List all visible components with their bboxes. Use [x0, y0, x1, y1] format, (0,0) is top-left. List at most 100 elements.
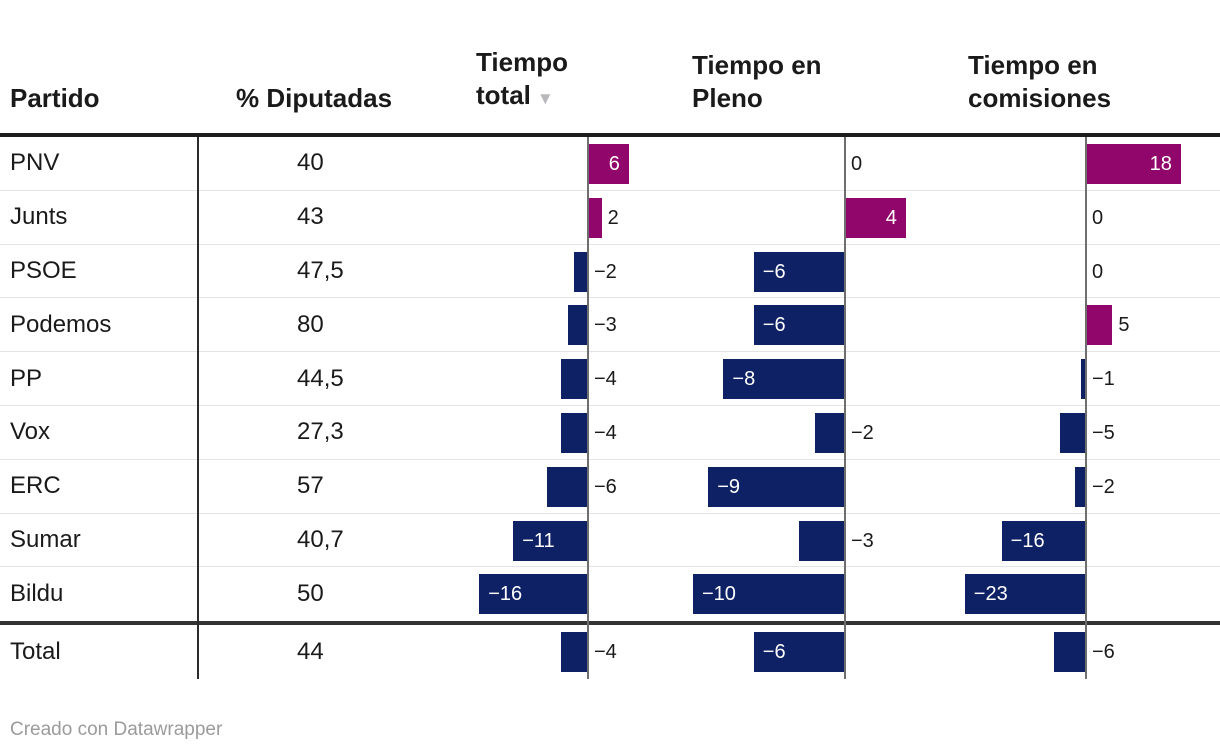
diputadas-value: 27,3 — [297, 418, 344, 446]
bar-value-label: −16 — [488, 583, 523, 606]
table-row: Sumar 40,7 −11 −3 −16 — [0, 514, 1220, 568]
bar-value-label: −5 — [1092, 421, 1115, 444]
column-header-label-line1: Tiempo — [476, 47, 568, 77]
bar-total-positive — [588, 144, 629, 184]
table-row: Junts 43 2 4 0 — [0, 191, 1220, 245]
bar-value-label: 0 — [1092, 260, 1104, 283]
party-label: Total — [10, 638, 61, 666]
bar-value-label: 6 — [608, 153, 620, 175]
column-divider — [197, 137, 199, 679]
diputadas-value: 44,5 — [297, 364, 344, 392]
bar-comisiones-positive — [1086, 144, 1181, 184]
column-header-label-line1: Tiempo en — [968, 50, 1098, 80]
bar-comisiones-positive — [1086, 305, 1113, 346]
bar-value-label: 2 — [607, 206, 619, 229]
zero-axis-tiempo-total — [587, 137, 589, 679]
bar-value-label: −6 — [1092, 641, 1115, 664]
bar-pleno-negative — [753, 251, 845, 292]
total-separator-rule — [0, 621, 1220, 626]
party-label: PP — [10, 364, 43, 392]
bar-pleno-negative — [753, 632, 845, 673]
diputadas-value: 40,7 — [297, 525, 344, 553]
bar-value-label: 4 — [885, 206, 897, 229]
bar-comisiones-negative — [964, 574, 1086, 615]
bar-value-label: −11 — [522, 529, 555, 552]
diputadas-value: 40 — [297, 149, 324, 177]
bar-value-label: −2 — [1092, 475, 1115, 498]
bar-value-label: −6 — [762, 641, 786, 664]
bar-pleno-positive — [845, 197, 906, 238]
column-header-tiempo-total[interactable]: Tiempo total ▼ — [476, 46, 568, 115]
table-row: Vox 27,3 −4 −2 −5 — [0, 406, 1220, 460]
column-header-tiempo-comisiones[interactable]: Tiempo en comisiones — [968, 49, 1111, 115]
bar-value-label: 18 — [1149, 153, 1172, 175]
datawrapper-credit-link[interactable]: Creado con Datawrapper — [10, 719, 223, 740]
bar-value-label: −16 — [1010, 529, 1045, 552]
column-header-tiempo-pleno[interactable]: Tiempo en Pleno — [692, 49, 822, 115]
bar-comisiones-negative — [1075, 466, 1086, 507]
bar-total-negative — [560, 359, 588, 400]
diputadas-value: 57 — [297, 472, 324, 500]
table-row: PP 44,5 −4 −8 −1 — [0, 352, 1220, 406]
bar-value-label: −6 — [762, 314, 786, 337]
diputadas-value: 80 — [297, 310, 324, 338]
bar-pleno-negative — [708, 466, 845, 507]
bar-value-label: −9 — [717, 475, 740, 498]
table-row: Podemos 80 −3 −6 5 — [0, 298, 1220, 353]
bar-comisiones-negative — [1059, 412, 1086, 453]
bar-value-label: −23 — [973, 583, 1008, 606]
party-label: PSOE — [10, 256, 77, 284]
bar-value-label: −1 — [1092, 368, 1115, 391]
bar-comisiones-negative — [1080, 359, 1086, 400]
sort-desc-icon: ▼ — [536, 89, 554, 108]
table-row: PNV 40 6 0 18 — [0, 137, 1220, 191]
party-label: PNV — [10, 149, 60, 177]
bar-value-label: 0 — [851, 153, 863, 175]
bar-value-label: −3 — [594, 314, 617, 337]
diputadas-value: 47,5 — [297, 256, 344, 284]
bar-value-label: −6 — [762, 260, 786, 283]
bar-value-label: −2 — [594, 260, 617, 283]
party-label: Vox — [10, 418, 51, 446]
bar-pleno-negative — [814, 412, 845, 453]
table-row: ERC 57 −6 −9 −2 — [0, 460, 1220, 514]
party-label: Bildu — [10, 580, 64, 608]
column-header-diputadas[interactable]: % Diputadas — [236, 82, 392, 115]
bar-value-label: −2 — [851, 421, 874, 444]
bar-total-negative — [560, 412, 588, 453]
table-body: PNV 40 6 0 18 Junts 43 2 4 0 PSOE 47,5 −2 −6 0 Podemos 8… — [0, 137, 1220, 679]
bar-total-negative — [567, 305, 588, 346]
bar-total-positive — [588, 197, 602, 238]
bar-pleno-negative — [693, 574, 845, 615]
bar-value-label: 0 — [1092, 206, 1104, 229]
bar-comisiones-negative — [1001, 520, 1086, 561]
column-header-label-line2: comisiones — [968, 83, 1112, 113]
column-header-label: % Diputadas — [236, 83, 393, 113]
table-top-rule — [0, 133, 1220, 137]
column-header-partido[interactable]: Partido — [10, 82, 100, 115]
bar-total-negative — [574, 251, 588, 292]
table-row-total: Total 44 −4 −6 −6 — [0, 625, 1220, 679]
bar-total-negative — [547, 466, 588, 507]
column-header-label-line1: Tiempo en — [692, 50, 822, 80]
bar-value-label: −6 — [594, 475, 617, 498]
bar-comisiones-negative — [1054, 632, 1086, 673]
bar-value-label: −3 — [851, 529, 874, 552]
diputadas-value: 50 — [297, 580, 324, 608]
zero-axis-tiempo-comisiones — [1085, 137, 1087, 679]
bar-value-label: −8 — [732, 368, 756, 391]
bar-value-label: 5 — [1118, 314, 1130, 337]
diputadas-value: 44 — [297, 638, 324, 666]
bar-pleno-negative — [723, 359, 845, 400]
bar-value-label: −4 — [594, 421, 617, 444]
bar-value-label: −4 — [594, 368, 617, 391]
column-header-label-line2: total — [476, 80, 531, 110]
bar-value-label: −4 — [594, 641, 617, 664]
bar-value-label: −10 — [702, 583, 736, 606]
diputadas-value: 43 — [297, 203, 324, 231]
table-row: PSOE 47,5 −2 −6 0 — [0, 245, 1220, 299]
bar-total-negative — [479, 574, 588, 615]
party-label: Podemos — [10, 310, 112, 338]
party-label: ERC — [10, 472, 61, 500]
